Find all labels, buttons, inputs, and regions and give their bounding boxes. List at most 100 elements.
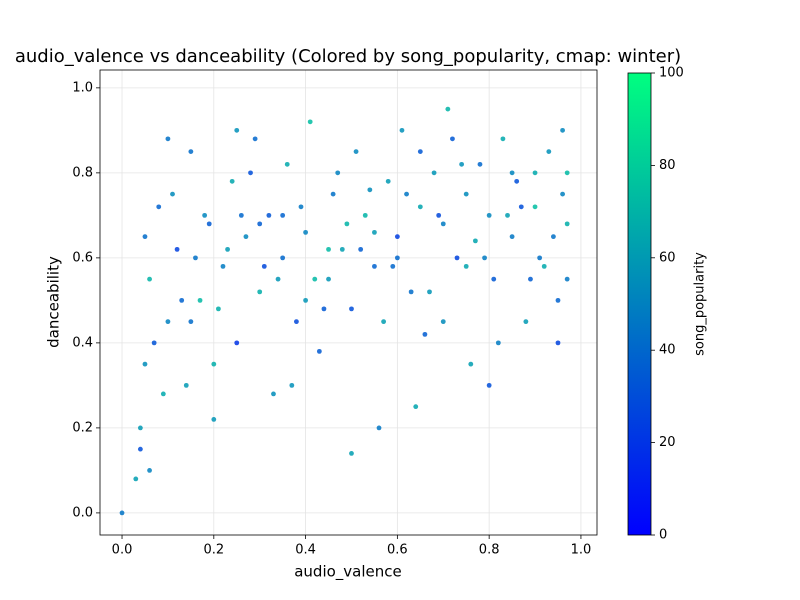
x-tick-label: 1.0 xyxy=(571,543,592,558)
point xyxy=(284,161,290,167)
point xyxy=(133,476,139,482)
colorbar-tick-label: 20 xyxy=(659,435,676,450)
point xyxy=(316,348,322,354)
point xyxy=(463,263,469,269)
x-tick-label: 0.0 xyxy=(112,543,133,558)
point xyxy=(183,382,189,388)
point xyxy=(303,297,308,303)
y-tick-label: 0.6 xyxy=(72,250,93,265)
point xyxy=(234,340,240,346)
point xyxy=(372,263,377,269)
point xyxy=(280,212,286,218)
y-tick-label: 0.0 xyxy=(72,505,93,520)
point xyxy=(505,212,510,218)
point xyxy=(358,246,364,252)
point xyxy=(142,361,148,367)
point xyxy=(495,340,501,346)
colorbar-tick-label: 80 xyxy=(659,158,676,173)
point xyxy=(215,306,221,312)
point xyxy=(211,416,217,422)
point xyxy=(491,276,497,282)
x-tick-label: 0.4 xyxy=(295,543,316,558)
point xyxy=(523,319,529,325)
point xyxy=(307,119,313,125)
point xyxy=(298,204,304,210)
point xyxy=(560,127,565,133)
point xyxy=(206,221,212,227)
point xyxy=(275,276,281,282)
point xyxy=(211,361,217,367)
point xyxy=(294,319,299,325)
point xyxy=(193,255,198,261)
point xyxy=(174,246,180,252)
point xyxy=(252,136,258,142)
point xyxy=(555,340,561,346)
point xyxy=(385,178,391,184)
point xyxy=(229,178,235,184)
point xyxy=(463,191,469,197)
colorbar-tick-label: 40 xyxy=(659,343,676,358)
point xyxy=(390,263,396,269)
point xyxy=(546,149,552,155)
point xyxy=(137,446,143,452)
point xyxy=(147,276,152,282)
point xyxy=(417,204,423,210)
point xyxy=(238,212,244,218)
point xyxy=(399,127,405,133)
point xyxy=(248,170,253,176)
colorbar-label: song_popularity xyxy=(693,252,708,356)
point xyxy=(289,382,295,388)
point xyxy=(234,127,240,133)
point xyxy=(165,319,171,325)
point xyxy=(427,289,432,295)
point xyxy=(482,255,487,261)
point xyxy=(271,391,276,397)
point xyxy=(220,263,226,269)
point xyxy=(326,246,331,252)
point xyxy=(376,425,382,431)
x-tick-label: 0.6 xyxy=(387,543,408,558)
point xyxy=(197,297,203,303)
point xyxy=(321,306,327,312)
point xyxy=(142,234,148,240)
point xyxy=(450,136,455,142)
point xyxy=(261,263,267,269)
point xyxy=(147,467,152,473)
point xyxy=(564,221,570,227)
points xyxy=(119,106,570,516)
point xyxy=(468,361,474,367)
point xyxy=(119,510,125,516)
point xyxy=(165,136,171,142)
colorbar-tick-label: 60 xyxy=(659,250,676,265)
chart-title: audio_valence vs danceability (Colored b… xyxy=(15,46,681,67)
point xyxy=(349,450,354,456)
point xyxy=(440,221,446,227)
point xyxy=(532,204,538,210)
point xyxy=(417,149,423,155)
point xyxy=(440,319,446,325)
x-axis-label: audio_valence xyxy=(294,563,402,582)
point xyxy=(170,191,175,197)
point xyxy=(225,246,230,252)
point xyxy=(454,255,460,261)
x-tick-label: 0.2 xyxy=(203,543,224,558)
point xyxy=(564,276,570,282)
point xyxy=(394,234,400,240)
point xyxy=(394,255,400,261)
point xyxy=(560,191,565,197)
colorbar-tick-label: 100 xyxy=(659,66,684,81)
point xyxy=(344,221,350,227)
point xyxy=(486,382,492,388)
plot-frame xyxy=(99,69,598,536)
point xyxy=(431,170,437,176)
point xyxy=(335,170,341,176)
point xyxy=(160,391,166,397)
y-tick-label: 1.0 xyxy=(72,80,93,95)
point xyxy=(257,289,263,295)
point xyxy=(404,191,409,197)
point xyxy=(486,212,492,218)
point xyxy=(381,319,387,325)
point xyxy=(555,297,561,303)
point xyxy=(137,425,143,431)
